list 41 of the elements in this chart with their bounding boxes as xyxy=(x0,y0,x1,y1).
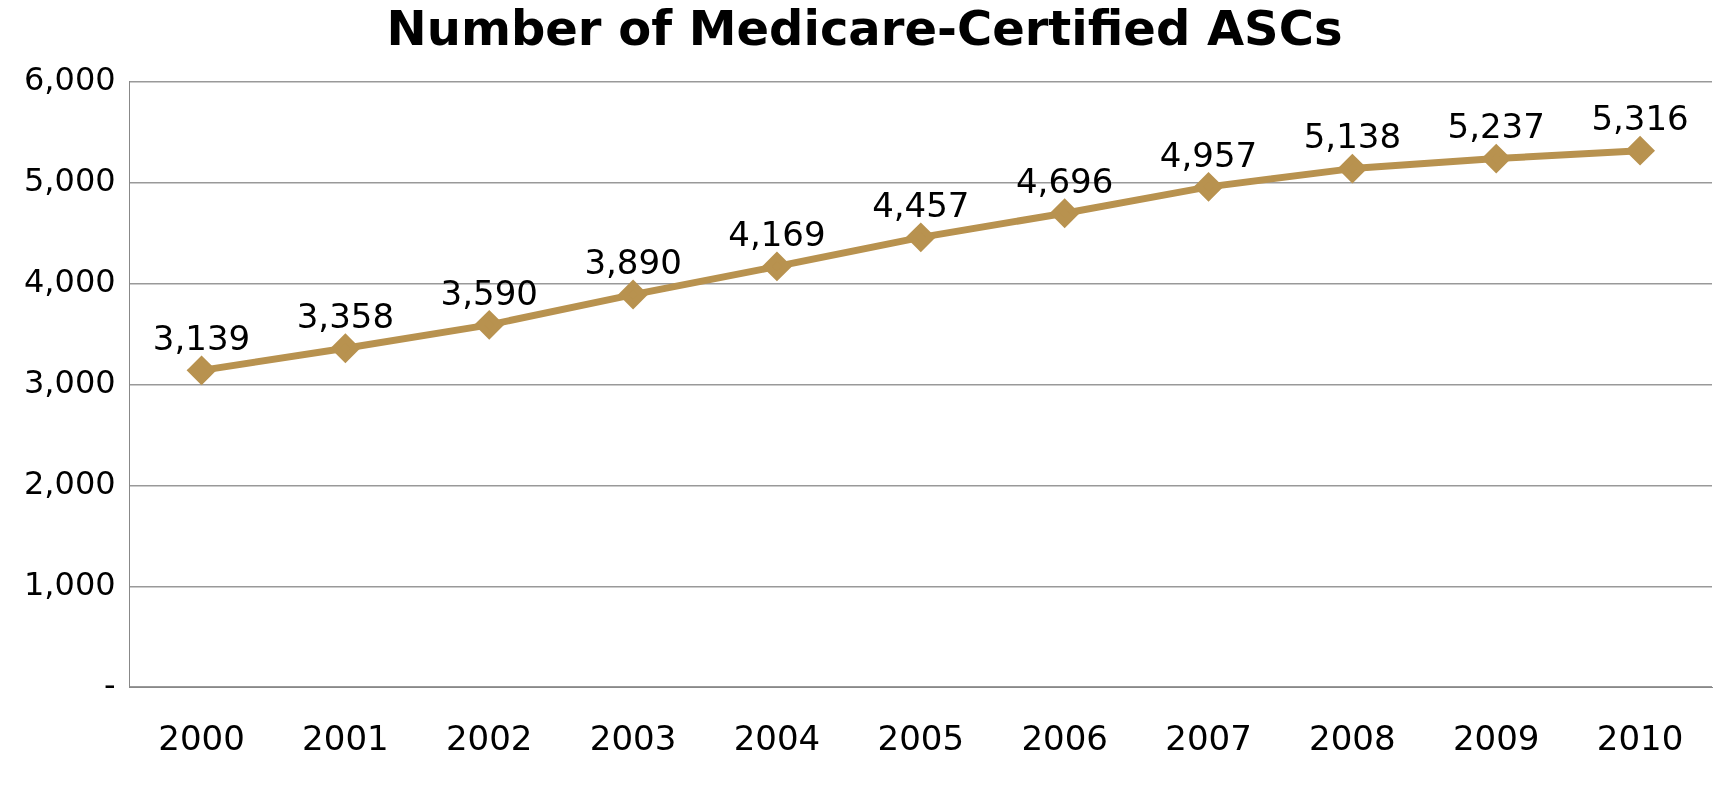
x-tick-label: 2010 xyxy=(1596,718,1684,759)
y-tick-label: 6,000 xyxy=(24,59,116,98)
data-label: 5,138 xyxy=(1303,116,1402,157)
data-label: 4,696 xyxy=(1015,161,1114,202)
data-label: 3,139 xyxy=(152,318,251,359)
point xyxy=(907,223,935,251)
point xyxy=(619,281,647,309)
data-label: 3,890 xyxy=(584,242,682,283)
point xyxy=(331,334,359,362)
y-tick-label: 2,000 xyxy=(24,463,116,502)
x-tick-label: 2008 xyxy=(1309,718,1396,759)
data-label: 3,358 xyxy=(296,296,395,337)
x-tick-label: 2001 xyxy=(302,718,389,759)
x-tick-label: 2009 xyxy=(1452,718,1540,759)
chart-title: Number of Medicare-Certified ASCs xyxy=(386,0,1343,57)
point xyxy=(1195,173,1223,201)
x-tick-label: 2005 xyxy=(877,718,965,759)
y-tick-label: 4,000 xyxy=(24,261,116,300)
point xyxy=(763,252,791,280)
data-label: 5,237 xyxy=(1447,106,1545,147)
x-tick-label: 2004 xyxy=(733,718,821,759)
x-tick-label: 2003 xyxy=(589,718,677,759)
point xyxy=(188,356,216,384)
data-label: 5,316 xyxy=(1591,98,1689,139)
data-label: 4,457 xyxy=(872,185,970,226)
point xyxy=(1338,155,1366,183)
y-tick-label: - xyxy=(104,665,116,704)
y-tick-label: 5,000 xyxy=(24,160,116,199)
x-tick-label: 2000 xyxy=(158,718,245,759)
x-tick-label: 2007 xyxy=(1165,718,1252,759)
data-label: 4,169 xyxy=(728,214,826,255)
point xyxy=(1051,199,1079,227)
data-label: 3,590 xyxy=(440,272,538,313)
point xyxy=(475,311,503,339)
y-tick-label: 3,000 xyxy=(24,362,116,401)
x-tick-label: 2002 xyxy=(445,718,533,759)
x-tick-label: 2006 xyxy=(1021,718,1108,759)
y-tick-label: 1,000 xyxy=(24,564,116,603)
point xyxy=(1626,137,1654,165)
data-label: 4,957 xyxy=(1159,134,1258,175)
point xyxy=(1482,145,1510,173)
